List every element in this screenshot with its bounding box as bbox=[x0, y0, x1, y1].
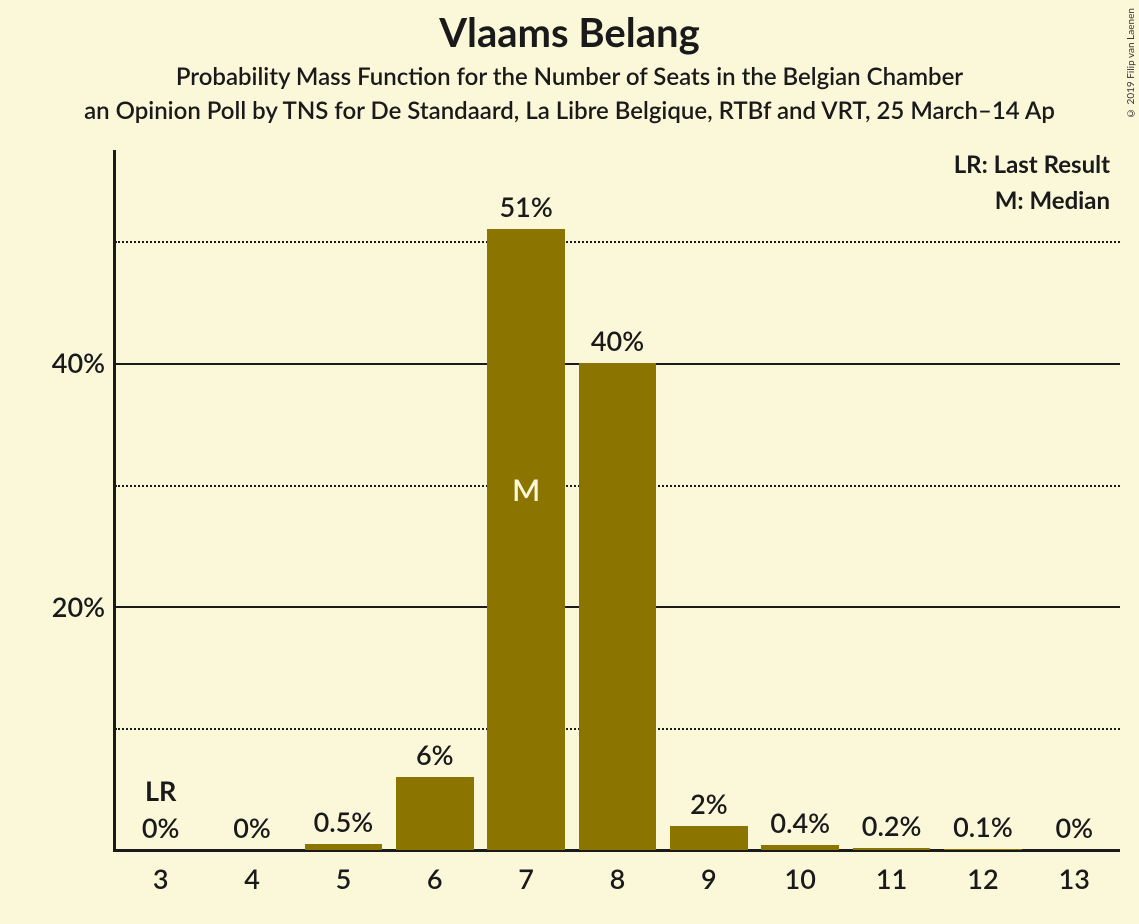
y-axis-line bbox=[113, 150, 116, 850]
y-axis-tick-label: 20% bbox=[15, 590, 105, 623]
bar-value-label: 0% bbox=[206, 811, 297, 844]
bar-value-label: 2% bbox=[663, 787, 754, 820]
x-axis-tick-label: 6 bbox=[389, 862, 480, 895]
x-axis-tick-label: 7 bbox=[480, 862, 571, 895]
plot-area: 20%40%0%LR30%40.5%56%651%M740%82%90.4%10… bbox=[115, 180, 1120, 850]
bar-value-label: 0.5% bbox=[298, 805, 389, 838]
x-axis-tick-label: 11 bbox=[846, 862, 937, 895]
bar bbox=[305, 844, 383, 850]
x-axis-tick-label: 13 bbox=[1029, 862, 1120, 895]
bar-value-label: 40% bbox=[572, 324, 663, 357]
bar-value-label: 0.2% bbox=[846, 809, 937, 842]
copyright-text: © 2019 Filip van Laenen bbox=[1125, 8, 1137, 119]
chart-title: Vlaams Belang bbox=[0, 8, 1139, 56]
bar bbox=[761, 845, 839, 850]
bar-value-label: 6% bbox=[389, 738, 480, 771]
grid-line bbox=[115, 241, 1120, 243]
bar-value-label: 0% bbox=[115, 811, 206, 844]
chart-subtitle-1: Probability Mass Function for the Number… bbox=[0, 62, 1139, 91]
x-axis-tick-label: 4 bbox=[206, 862, 297, 895]
x-axis-tick-label: 5 bbox=[298, 862, 389, 895]
x-axis-tick-label: 3 bbox=[115, 862, 206, 895]
x-axis-tick-label: 10 bbox=[755, 862, 846, 895]
bar-value-label: 0.1% bbox=[937, 810, 1028, 843]
bar-value-label: 51% bbox=[480, 190, 571, 223]
bar bbox=[944, 849, 1022, 850]
bar bbox=[853, 848, 931, 850]
chart-container: Vlaams Belang Probability Mass Function … bbox=[0, 0, 1139, 924]
y-axis-tick-label: 40% bbox=[15, 346, 105, 379]
bar bbox=[487, 229, 565, 850]
bar-value-label: 0.4% bbox=[755, 806, 846, 839]
x-axis-tick-label: 9 bbox=[663, 862, 754, 895]
legend-lr: LR: Last Result bbox=[810, 150, 1110, 179]
bar bbox=[396, 777, 474, 850]
legend-m: M: Median bbox=[810, 186, 1110, 215]
chart-subtitle-2: an Opinion Poll by TNS for De Standaard,… bbox=[0, 96, 1139, 125]
median-label: M bbox=[487, 472, 565, 508]
lr-label: LR bbox=[115, 774, 206, 807]
x-axis-tick-label: 12 bbox=[937, 862, 1028, 895]
bar bbox=[670, 826, 748, 850]
x-axis-tick-label: 8 bbox=[572, 862, 663, 895]
bar bbox=[579, 363, 657, 850]
bar-value-label: 0% bbox=[1029, 811, 1120, 844]
